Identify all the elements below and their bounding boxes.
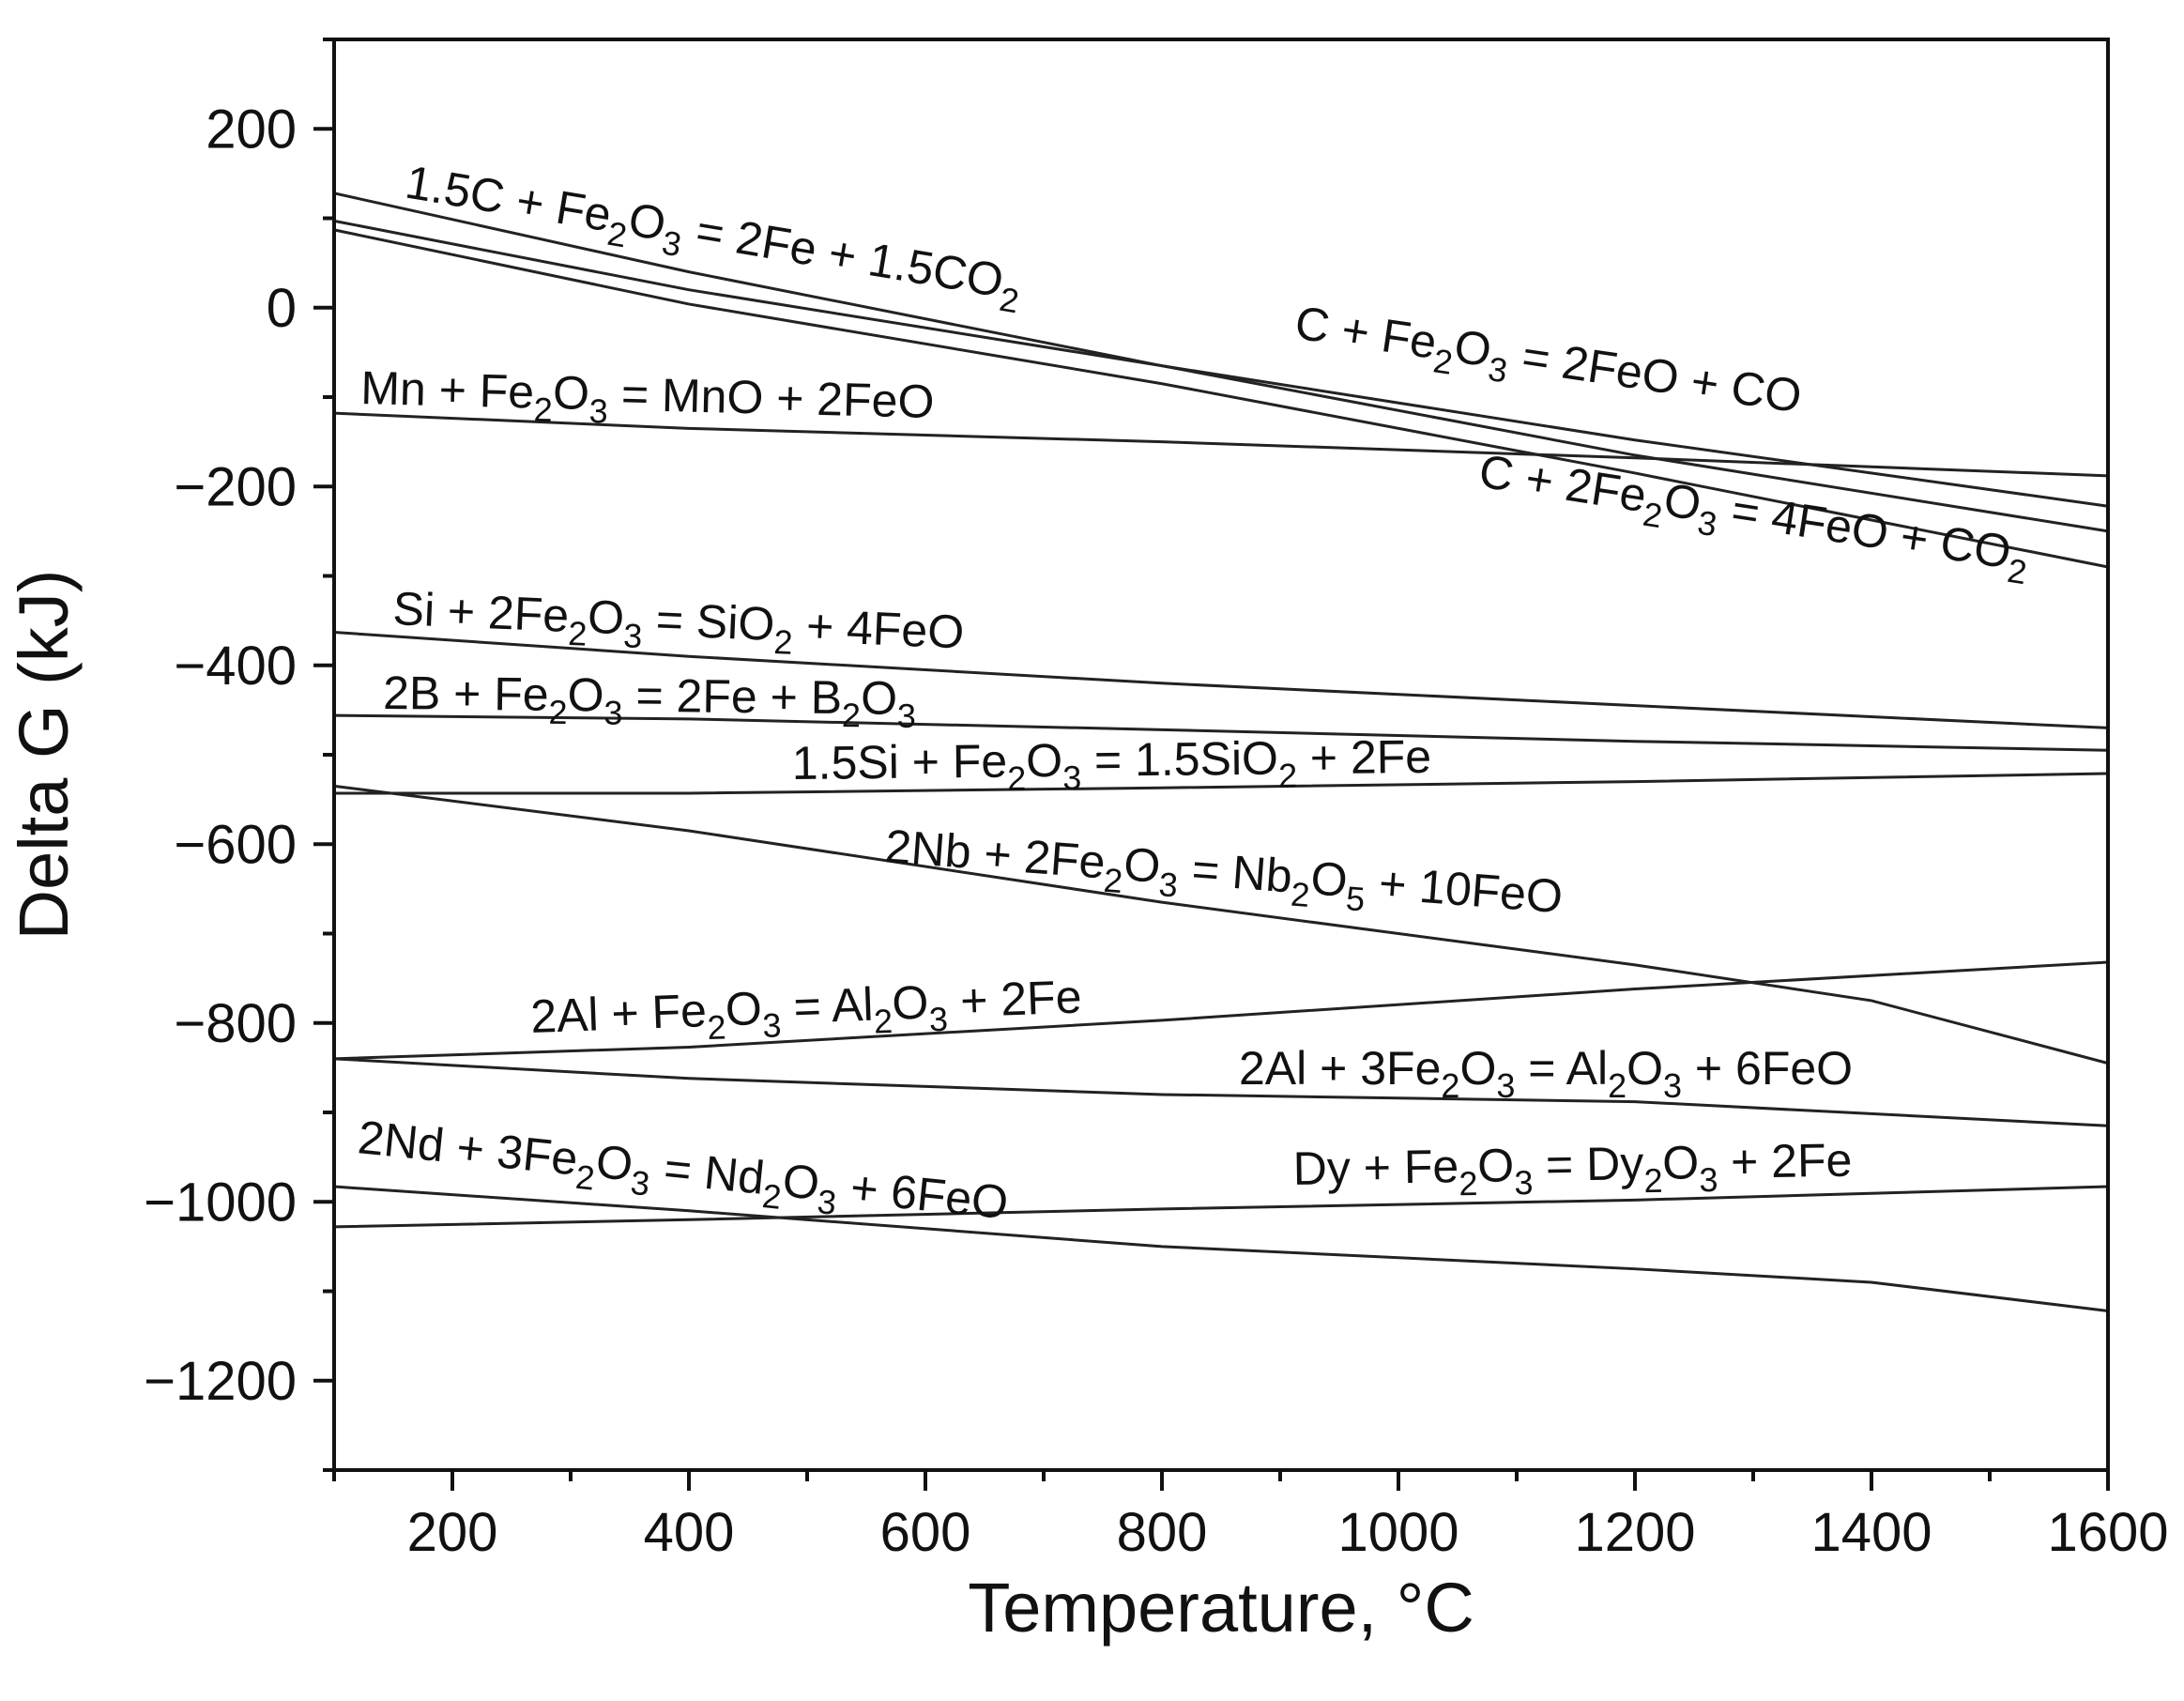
series-line-8 [333, 784, 2109, 1065]
series-line-3 [333, 228, 2109, 569]
series-line-1 [333, 192, 2109, 533]
x-tick-label: 1200 [1574, 1502, 1695, 1563]
y-tick-label: −1200 [144, 1351, 297, 1412]
axis-ticks: 200 400 600 800 1000 1200 1400 1600 200 0 −200 −400… [144, 38, 2169, 1563]
x-tick-label: 1600 [2047, 1502, 2168, 1563]
x-tick-label: 1400 [1810, 1502, 1932, 1563]
reaction-label: Dy + Fe2O3 = Dy2O3 + 2Fe [1292, 1134, 1853, 1205]
series-line-4 [333, 411, 2109, 478]
series-line-10 [333, 1057, 2109, 1127]
series-line-9 [333, 960, 2109, 1061]
x-tick-label: 600 [880, 1502, 971, 1563]
x-tick-label: 200 [407, 1502, 498, 1563]
y-axis-title: Delta G (kJ) [5, 570, 83, 941]
reaction-label: Mn + Fe2O3 = MnO + 2FeO [359, 361, 935, 438]
reaction-label: 2Al + 3Fe2O3 = Al2O3 + 6FeO [1239, 1042, 1853, 1105]
x-tick-label: 800 [1117, 1502, 1208, 1563]
x-tick-label: 1000 [1337, 1502, 1459, 1563]
reaction-label: 2Al + Fe2O3 = Al2O3 + 2Fe [529, 971, 1082, 1053]
reaction-label: Si + 2Fe2O3 = SiO2 + 4FeO [391, 582, 965, 668]
reaction-label: C + 2Fe2O3 = 4FeO + CO2 [1474, 445, 2034, 592]
series-line-11 [333, 1185, 2109, 1312]
series-line-6 [333, 713, 2109, 752]
series-line-2 [333, 219, 2109, 508]
y-tick-label: −400 [174, 636, 297, 697]
y-tick-label: 200 [206, 99, 297, 160]
series-line-5 [333, 631, 2109, 729]
reaction-labels: 1.5C + Fe2O3 = 2Fe + 1.5CO2 C + Fe2O3 = 2… [356, 156, 2034, 1230]
reaction-label: 2Nb + 2Fe2O3 = Nb2O5 + 10FeO [882, 820, 1565, 933]
series-line-12 [333, 1185, 2109, 1229]
y-tick-label: 0 [267, 278, 297, 339]
reaction-label: C + Fe2O3 = 2FeO + CO [1291, 296, 1805, 433]
x-axis-title: Temperature, °C [968, 1569, 1474, 1647]
x-tick-label: 400 [644, 1502, 735, 1563]
reaction-label: 1.5Si + Fe2O3 = 1.5SiO2 + 2Fe [792, 730, 1432, 800]
y-tick-label: −1000 [144, 1172, 297, 1233]
reaction-label: 1.5C + Fe2O3 = 2Fe + 1.5CO2 [400, 156, 1026, 321]
y-tick-label: −200 [174, 456, 297, 517]
y-tick-label: −800 [174, 993, 297, 1054]
series-layer [333, 192, 2109, 1312]
y-tick-label: −600 [174, 814, 297, 875]
series-line-7 [334, 772, 2109, 795]
reaction-label: 2B + Fe2O3 = 2Fe + B2O3 [383, 667, 917, 735]
